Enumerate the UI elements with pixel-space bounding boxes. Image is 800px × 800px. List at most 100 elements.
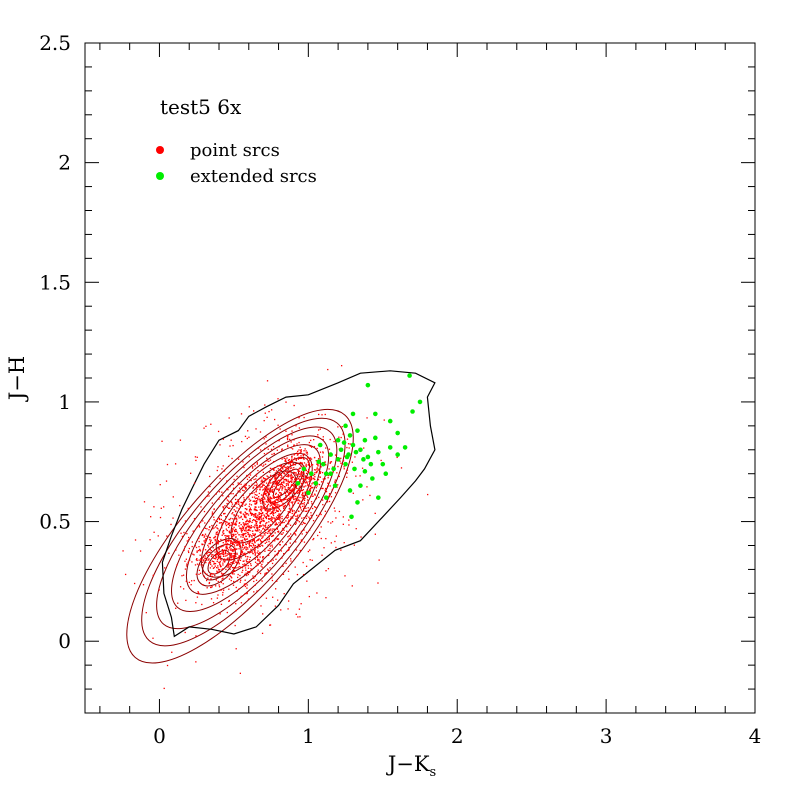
point-src-dot [229, 546, 231, 548]
point-src-dot [278, 506, 280, 508]
point-src-dot [218, 568, 220, 571]
point-src-dot [256, 524, 258, 526]
point-src-dot [299, 515, 301, 517]
point-src-dot [277, 531, 279, 533]
point-src-dot [216, 536, 219, 538]
point-src-dot [234, 570, 236, 572]
point-src-dot [301, 476, 303, 478]
point-src-dot [245, 572, 247, 574]
point-src-dot [253, 577, 255, 579]
point-src-dot [306, 453, 309, 455]
point-src-dot [224, 512, 226, 515]
point-src-dot [194, 456, 197, 458]
point-src-dot [240, 501, 242, 504]
point-src-dot [276, 507, 278, 509]
point-src-dot [213, 537, 215, 539]
point-src-dot [184, 520, 187, 522]
point-src-dot [305, 477, 307, 479]
point-src-dot [267, 530, 269, 533]
point-src-dot [297, 450, 299, 453]
point-src-dot [260, 502, 262, 504]
point-src-dot [309, 477, 311, 479]
point-src-dot [288, 538, 291, 540]
point-src-dot [328, 493, 331, 495]
point-src-dot [264, 503, 266, 506]
point-src-dot [221, 552, 223, 555]
point-src-dot [159, 484, 161, 486]
point-src-dot [326, 501, 329, 503]
point-src-dot [322, 481, 324, 483]
point-src-dot [281, 449, 283, 451]
point-src-dot [266, 504, 269, 507]
point-src-dot [278, 489, 281, 491]
point-src-dot [228, 588, 230, 590]
point-src-dot [255, 478, 257, 480]
point-src-dot [206, 495, 208, 497]
point-src-dot [229, 485, 231, 488]
point-src-dot [287, 459, 290, 462]
point-src-dot [286, 498, 288, 501]
point-src-dot [264, 515, 266, 517]
point-src-dot [262, 540, 264, 543]
point-src-dot [245, 521, 247, 523]
point-src-dot [280, 504, 282, 507]
point-src-dot [239, 672, 242, 674]
point-src-dot [283, 507, 285, 510]
point-src-dot [289, 529, 291, 531]
point-src-dot [309, 475, 312, 478]
point-src-dot [237, 567, 239, 569]
point-src-dot [264, 463, 267, 465]
point-src-dot [271, 520, 274, 523]
point-src-dot [279, 497, 281, 499]
point-src-dot [215, 553, 218, 556]
point-src-dot [285, 478, 287, 481]
point-src-dot [271, 579, 274, 582]
point-src-dot [281, 517, 283, 520]
point-src-dot [272, 596, 274, 598]
point-src-dot [287, 493, 290, 495]
point-src-dot [260, 505, 262, 508]
point-src-dot [317, 436, 319, 438]
point-src-dot [295, 459, 297, 462]
point-src-dot [318, 468, 320, 470]
point-src-dot [203, 427, 205, 429]
point-src-dot [188, 551, 190, 554]
point-src-dot [227, 500, 230, 502]
point-src-dot [209, 574, 212, 576]
point-src-dot [298, 456, 300, 459]
point-src-dot [225, 541, 227, 543]
point-src-dot [232, 542, 234, 545]
point-src-dot [237, 458, 240, 460]
point-src-dot [270, 560, 272, 562]
point-src-dot [185, 599, 187, 602]
point-src-dot [153, 531, 155, 533]
point-src-dot [283, 553, 285, 555]
point-src-dot [287, 484, 290, 486]
point-src-dot [276, 514, 279, 517]
point-src-dot [228, 553, 230, 555]
point-src-dot [273, 485, 275, 487]
point-src-dot [225, 516, 227, 518]
point-src-dot [287, 514, 289, 516]
point-src-dot [301, 540, 303, 542]
point-src-dot [225, 549, 227, 551]
point-src-dot [210, 572, 213, 575]
point-src-dot [248, 498, 250, 500]
point-src-dot [216, 469, 218, 472]
point-src-dot [292, 501, 294, 503]
point-src-dot [328, 495, 330, 497]
point-src-dot [267, 496, 269, 499]
point-src-dot [286, 437, 289, 439]
point-src-dot [252, 546, 254, 549]
point-src-dot [233, 573, 235, 575]
point-src-dot [271, 507, 274, 509]
point-src-dot [330, 496, 333, 498]
point-src-dot [366, 486, 368, 488]
point-src-dot [195, 559, 198, 561]
point-src-dot [315, 469, 317, 471]
point-src-dot [254, 545, 257, 547]
point-src-dot [275, 492, 277, 494]
point-src-dot [273, 497, 275, 499]
point-src-dot [271, 477, 273, 480]
point-src-dot [191, 545, 193, 548]
